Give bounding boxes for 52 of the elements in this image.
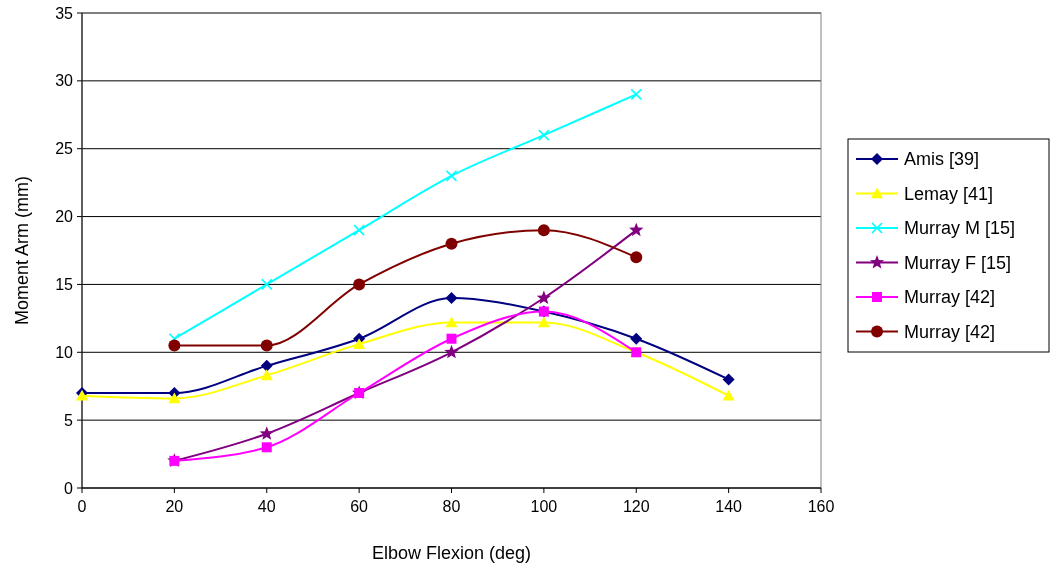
x-tick-label: 20 <box>165 498 184 515</box>
x-tick-label: 160 <box>807 498 835 515</box>
y-tick-label: 35 <box>55 4 74 22</box>
x-tick-label: 80 <box>442 498 461 515</box>
point <box>445 316 458 328</box>
point <box>446 333 457 344</box>
legend-label: Murray [42] <box>904 321 996 342</box>
y-tick-label: 10 <box>55 343 74 361</box>
point <box>445 292 458 304</box>
point <box>260 359 273 372</box>
x-tick-label: 140 <box>715 498 743 515</box>
point <box>168 392 181 404</box>
point <box>537 224 550 237</box>
y-tick-label: 5 <box>64 411 74 429</box>
x-tick-label: 120 <box>622 498 650 515</box>
x-tick-label: 60 <box>350 498 369 515</box>
point <box>353 338 366 349</box>
y-tick-label: 0 <box>64 479 74 497</box>
y-tick-label: 15 <box>55 276 74 294</box>
y-tick-label: 30 <box>55 72 74 90</box>
y-tick-label: 25 <box>55 140 74 158</box>
point <box>630 88 643 101</box>
point <box>260 369 273 381</box>
x-axis-title: Elbow Flexion (deg) <box>371 543 532 563</box>
legend-label: Lemay [41] <box>904 183 994 204</box>
y-axis-title: Moment Arm (mm) <box>12 175 32 326</box>
point <box>722 389 735 401</box>
point <box>353 278 366 291</box>
y-tick-label: 20 <box>55 208 74 226</box>
point <box>260 278 273 291</box>
point <box>536 290 552 305</box>
point <box>444 344 459 359</box>
point <box>630 251 643 264</box>
point <box>629 222 644 237</box>
legend-label: Murray M [15] <box>904 218 1016 239</box>
point <box>445 170 458 182</box>
legend-label: Amis [39] <box>904 149 980 170</box>
point <box>537 316 550 328</box>
point <box>260 339 273 352</box>
point <box>630 332 643 345</box>
point <box>722 373 735 386</box>
x-tick-label: 0 <box>77 498 87 515</box>
legend-label: Murray F [15] <box>904 252 1012 273</box>
point <box>168 339 181 352</box>
x-tick-label: 40 <box>257 498 276 515</box>
legend-label: Murray [42] <box>904 287 996 308</box>
point <box>353 224 365 236</box>
point <box>259 426 274 440</box>
point <box>445 237 458 250</box>
point <box>538 129 550 141</box>
point <box>261 442 272 453</box>
x-tick-label: 100 <box>530 498 558 515</box>
